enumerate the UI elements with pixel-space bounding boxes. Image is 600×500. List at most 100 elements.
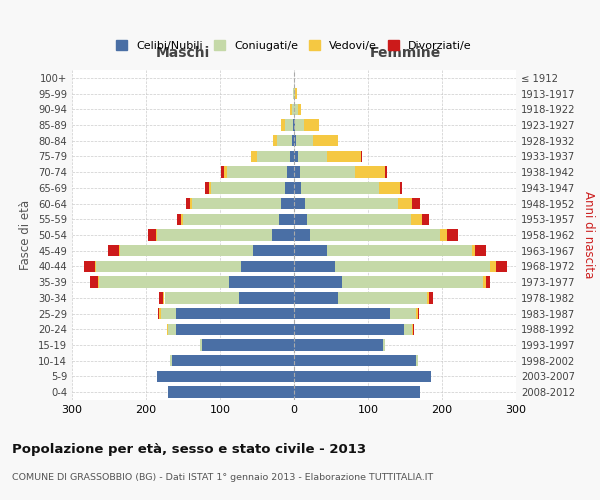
Bar	[202, 340, 294, 350]
Bar	[294, 386, 420, 398]
Bar	[294, 88, 295, 99]
Bar	[335, 261, 490, 272]
Bar	[294, 230, 310, 240]
Bar	[294, 214, 307, 225]
Bar	[273, 135, 277, 146]
Bar	[385, 166, 387, 178]
Bar	[416, 308, 418, 319]
Bar	[292, 104, 294, 115]
Bar	[307, 214, 411, 225]
Bar	[301, 182, 379, 194]
Bar	[411, 214, 422, 225]
Bar	[294, 371, 431, 382]
Bar	[293, 88, 294, 99]
Bar	[328, 151, 361, 162]
Bar	[293, 120, 294, 130]
Bar	[298, 104, 301, 115]
Bar	[172, 355, 294, 366]
Bar	[221, 166, 224, 178]
Bar	[100, 276, 229, 288]
Bar	[277, 135, 292, 146]
Bar	[294, 324, 404, 335]
Bar	[295, 88, 297, 99]
Bar	[84, 261, 95, 272]
Bar	[192, 198, 281, 209]
Bar	[209, 182, 211, 194]
Bar	[483, 276, 487, 288]
Bar	[412, 324, 413, 335]
Bar	[412, 198, 420, 209]
Bar	[418, 308, 419, 319]
Bar	[181, 214, 183, 225]
Bar	[224, 166, 227, 178]
Bar	[257, 151, 290, 162]
Bar	[285, 182, 294, 194]
Bar	[97, 261, 241, 272]
Bar	[95, 261, 97, 272]
Bar	[496, 261, 507, 272]
Bar	[281, 198, 294, 209]
Bar	[183, 214, 279, 225]
Bar	[229, 276, 294, 288]
Bar	[290, 151, 294, 162]
Bar	[292, 135, 294, 146]
Bar	[294, 276, 342, 288]
Bar	[440, 230, 447, 240]
Text: COMUNE DI GRASSOBBIO (BG) - Dati ISTAT 1° gennaio 2013 - Elaborazione TUTTITALIA: COMUNE DI GRASSOBBIO (BG) - Dati ISTAT 1…	[12, 472, 433, 482]
Bar	[294, 308, 390, 319]
Bar	[200, 340, 202, 350]
Bar	[170, 355, 172, 366]
Bar	[287, 166, 294, 178]
Bar	[167, 324, 168, 335]
Bar	[379, 182, 400, 194]
Bar	[253, 245, 294, 256]
Bar	[186, 198, 190, 209]
Bar	[355, 166, 385, 178]
Bar	[294, 135, 296, 146]
Bar	[304, 120, 319, 130]
Bar	[119, 245, 120, 256]
Bar	[294, 261, 335, 272]
Bar	[176, 324, 294, 335]
Text: Maschi: Maschi	[156, 46, 210, 60]
Bar	[161, 308, 176, 319]
Bar	[281, 120, 285, 130]
Bar	[475, 245, 487, 256]
Bar	[296, 135, 313, 146]
Text: Popolazione per età, sesso e stato civile - 2013: Popolazione per età, sesso e stato civil…	[12, 442, 366, 456]
Bar	[177, 214, 181, 225]
Bar	[190, 198, 192, 209]
Bar	[160, 292, 163, 304]
Bar	[294, 120, 295, 130]
Text: Femmine: Femmine	[370, 46, 440, 60]
Bar	[160, 308, 161, 319]
Bar	[211, 182, 285, 194]
Bar	[163, 292, 164, 304]
Bar	[294, 182, 301, 194]
Bar	[227, 166, 287, 178]
Bar	[148, 230, 155, 240]
Bar	[294, 245, 328, 256]
Bar	[294, 166, 300, 178]
Bar	[164, 292, 239, 304]
Bar	[168, 324, 176, 335]
Bar	[430, 292, 433, 304]
Y-axis label: Anni di nascita: Anni di nascita	[582, 192, 595, 278]
Bar	[472, 245, 475, 256]
Bar	[290, 104, 292, 115]
Bar	[294, 340, 383, 350]
Bar	[338, 292, 427, 304]
Bar	[427, 292, 430, 304]
Bar	[168, 386, 294, 398]
Bar	[294, 355, 416, 366]
Bar	[157, 371, 294, 382]
Bar	[310, 230, 440, 240]
Bar	[295, 120, 304, 130]
Bar	[98, 276, 100, 288]
Bar	[390, 308, 416, 319]
Bar	[251, 151, 257, 162]
Bar	[272, 230, 294, 240]
Bar	[416, 355, 418, 366]
Bar	[157, 230, 272, 240]
Bar	[239, 292, 294, 304]
